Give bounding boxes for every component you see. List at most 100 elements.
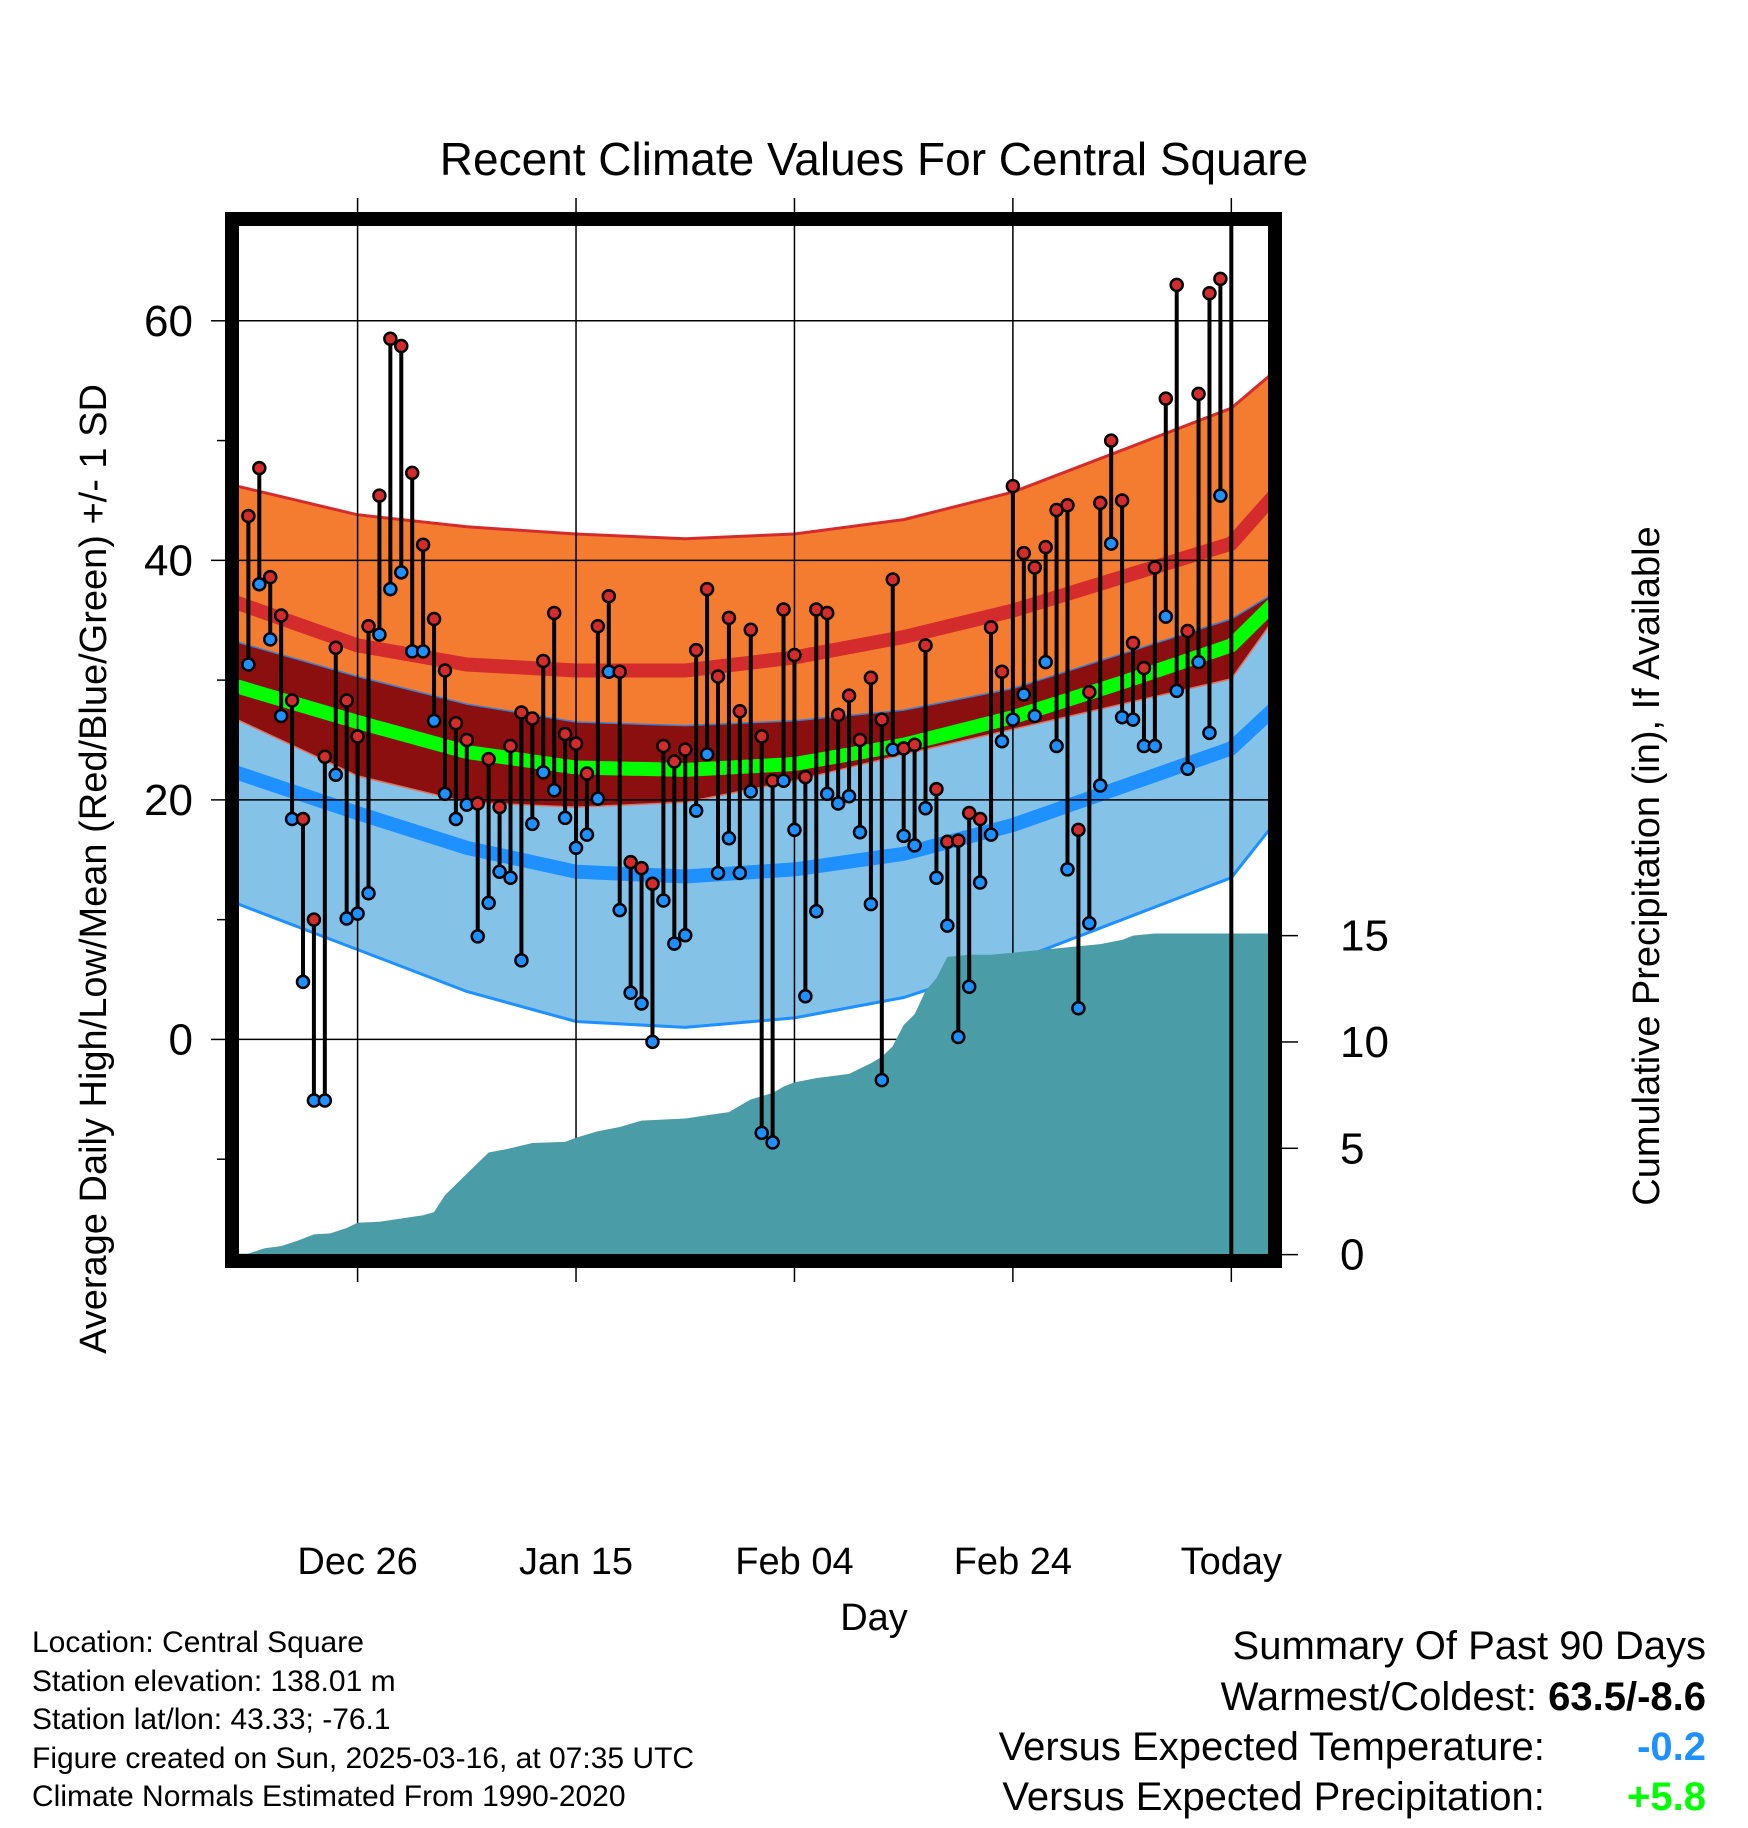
daily-low-point bbox=[1093, 778, 1108, 793]
daily-high-point bbox=[317, 749, 333, 765]
daily-high-point bbox=[688, 642, 704, 658]
daily-low-point bbox=[819, 786, 835, 802]
daily-low-point bbox=[1082, 915, 1097, 931]
daily-low-point bbox=[590, 791, 606, 806]
daily-low-point bbox=[372, 627, 387, 642]
daily-low-point bbox=[415, 644, 431, 659]
daily-high-point bbox=[1169, 277, 1184, 293]
daily-low-point bbox=[961, 979, 977, 994]
daily-low-point bbox=[1125, 712, 1141, 727]
y2-tick-label: 0 bbox=[1340, 1231, 1364, 1280]
daily-high-point bbox=[732, 704, 748, 719]
daily-high-point bbox=[787, 647, 802, 663]
daily-low-point bbox=[1049, 738, 1064, 754]
daily-high-point bbox=[1213, 271, 1228, 287]
created-text: Figure created on Sun, 2025-03-16, at 07… bbox=[32, 1741, 695, 1775]
latlon-text: Station lat/lon: 43.33; -76.1 bbox=[32, 1703, 391, 1736]
daily-low-point bbox=[328, 767, 344, 782]
daily-low-point bbox=[809, 904, 824, 919]
daily-low-point bbox=[765, 1135, 780, 1150]
daily-low-point bbox=[677, 927, 693, 943]
daily-high-point bbox=[339, 693, 354, 708]
daily-low-point bbox=[699, 747, 715, 762]
daily-high-point bbox=[426, 611, 442, 627]
temperature-departure-row: Versus Expected Temperature: -0.2 bbox=[999, 1722, 1706, 1772]
daily-low-point bbox=[503, 870, 518, 885]
daily-low-point bbox=[754, 1125, 769, 1141]
daily-high-point bbox=[404, 465, 420, 481]
today-days-label-word: Days bbox=[1236, 1425, 1322, 1466]
cumulative-precip-area bbox=[232, 933, 1275, 1261]
daily-high-point bbox=[677, 742, 693, 757]
daily-low-point bbox=[634, 996, 649, 1011]
daily-high-point bbox=[863, 670, 879, 685]
daily-high-point bbox=[459, 732, 475, 748]
elevation-text: Station elevation: 138.01 m bbox=[32, 1664, 396, 1698]
daily-high-point bbox=[481, 751, 496, 767]
daily-low-point bbox=[798, 989, 813, 1004]
daily-high-point bbox=[590, 618, 606, 634]
daily-high-point bbox=[754, 729, 769, 744]
y2-tick-label: 10 bbox=[1340, 1018, 1389, 1067]
x-tick-label: Jan 15 bbox=[519, 1541, 633, 1583]
plot-area: 90 Days 0 20 40 60 0 5 10 15 Dec 26 Jan 15 Feb 04 Feb… bbox=[144, 198, 1389, 1583]
daily-low-point bbox=[688, 803, 704, 818]
daily-low-point bbox=[350, 906, 365, 921]
daily-high-point bbox=[918, 638, 933, 653]
daily-low-point bbox=[317, 1093, 333, 1108]
daily-low-point bbox=[252, 577, 267, 592]
y-tick-label: 20 bbox=[144, 776, 193, 825]
daily-low-point bbox=[470, 929, 485, 944]
daily-low-point bbox=[841, 789, 857, 804]
daily-high-point bbox=[295, 811, 311, 827]
daily-low-point bbox=[262, 632, 278, 647]
daily-high-point bbox=[743, 622, 759, 638]
location-text: Location: Central Square bbox=[32, 1626, 364, 1659]
daily-low-point bbox=[568, 840, 584, 856]
daily-high-point bbox=[983, 620, 999, 635]
warmest-coldest-row: Warmest/Coldest: 63.5/-8.6 bbox=[999, 1672, 1706, 1722]
daily-low-point bbox=[546, 783, 562, 798]
daily-high-point bbox=[612, 664, 627, 679]
daily-high-point bbox=[470, 796, 485, 811]
precipitation-departure-label: Versus Expected Precipitation: bbox=[1002, 1775, 1545, 1819]
daily-low-point bbox=[1202, 725, 1217, 741]
daily-low-point bbox=[721, 830, 737, 846]
daily-high-point bbox=[623, 854, 638, 870]
daily-high-point bbox=[383, 331, 398, 347]
daily-high-point bbox=[645, 876, 660, 891]
daily-high-point bbox=[262, 569, 278, 585]
daily-low-point bbox=[448, 811, 464, 827]
chart-title: Recent Climate Values For Central Square bbox=[440, 133, 1308, 185]
daily-low-point bbox=[426, 713, 442, 729]
x-tick-label: Dec 26 bbox=[297, 1541, 417, 1583]
daily-high-point bbox=[503, 738, 518, 754]
daily-low-point bbox=[241, 657, 256, 672]
y2-axis-label: Cumulative Precipitation (in), If Availa… bbox=[1626, 526, 1668, 1205]
x-axis-label: Day bbox=[840, 1597, 908, 1639]
daily-high-point bbox=[1202, 286, 1217, 301]
daily-low-point bbox=[951, 1029, 966, 1045]
daily-high-point bbox=[394, 338, 409, 354]
daily-low-point bbox=[1191, 654, 1206, 670]
daily-low-point bbox=[1027, 708, 1042, 724]
plot-interior: 90 Days bbox=[232, 219, 1322, 1466]
daily-high-point bbox=[1038, 539, 1053, 555]
daily-high-point bbox=[721, 610, 737, 626]
daily-low-point bbox=[1005, 712, 1021, 727]
daily-high-point bbox=[557, 726, 573, 742]
daily-high-point bbox=[961, 805, 977, 821]
daily-high-point bbox=[1027, 560, 1042, 575]
daily-low-point bbox=[667, 936, 682, 951]
daily-high-point bbox=[776, 602, 791, 617]
daily-high-point bbox=[252, 460, 267, 476]
summary-panel: Summary Of Past 90 Days Warmest/Coldest:… bbox=[999, 1620, 1706, 1822]
daily-high-point bbox=[1103, 433, 1119, 448]
daily-low-point bbox=[994, 733, 1010, 749]
daily-high-point bbox=[1136, 660, 1152, 676]
daily-high-point bbox=[1180, 623, 1195, 639]
daily-high-point bbox=[601, 589, 617, 604]
daily-high-point bbox=[1114, 493, 1130, 508]
daily-high-point bbox=[1125, 635, 1141, 651]
